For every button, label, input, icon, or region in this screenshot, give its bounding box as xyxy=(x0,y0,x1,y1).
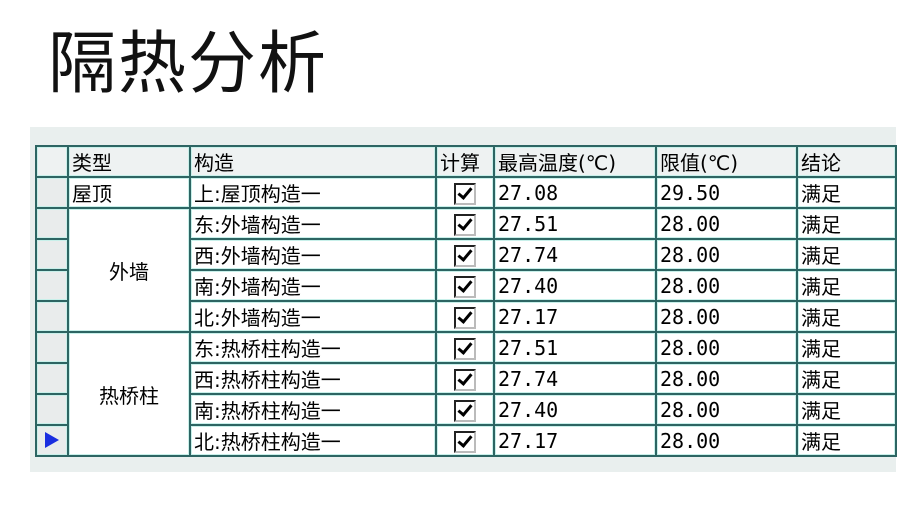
row-selector[interactable] xyxy=(35,393,69,426)
construction-cell[interactable]: 南:外墙构造一 xyxy=(189,269,437,302)
max-temp-cell[interactable]: 27.08 xyxy=(493,176,657,209)
calc-cell[interactable] xyxy=(435,362,495,395)
construction-cell[interactable]: 西:外墙构造一 xyxy=(189,238,437,271)
construction-cell[interactable]: 北:外墙构造一 xyxy=(189,300,437,333)
row-selector[interactable] xyxy=(35,176,69,209)
limit-cell[interactable]: 28.00 xyxy=(655,393,798,426)
limit-cell[interactable]: 28.00 xyxy=(655,207,798,240)
table-row[interactable]: 北:外墙构造一 27.17 28.00 满足 xyxy=(35,300,897,333)
calc-cell[interactable] xyxy=(435,424,495,457)
header-conclusion[interactable]: 结论 xyxy=(796,145,897,178)
row-selector[interactable] xyxy=(35,269,69,302)
construction-cell[interactable]: 南:热桥柱构造一 xyxy=(189,393,437,426)
max-temp-cell[interactable]: 27.51 xyxy=(493,207,657,240)
max-temp-cell[interactable]: 27.74 xyxy=(493,238,657,271)
conclusion-cell[interactable]: 满足 xyxy=(796,238,897,271)
calc-cell[interactable] xyxy=(435,176,495,209)
header-type[interactable]: 类型 xyxy=(67,145,191,178)
row-selector[interactable] xyxy=(35,238,69,271)
row-selector-header xyxy=(35,145,69,178)
row-selector[interactable] xyxy=(35,424,69,457)
conclusion-cell[interactable]: 满足 xyxy=(796,269,897,302)
max-temp-cell[interactable]: 27.74 xyxy=(493,362,657,395)
conclusion-cell[interactable]: 满足 xyxy=(796,362,897,395)
conclusion-cell[interactable]: 满足 xyxy=(796,176,897,209)
calc-cell[interactable] xyxy=(435,238,495,271)
conclusion-cell[interactable]: 满足 xyxy=(796,424,897,457)
calc-checkbox[interactable] xyxy=(454,399,476,422)
limit-cell[interactable]: 28.00 xyxy=(655,424,798,457)
header-limit[interactable]: 限值(℃) xyxy=(655,145,798,178)
table-row[interactable]: 屋顶 上:屋顶构造一 27.08 29.50 满足 xyxy=(35,176,897,209)
header-construction[interactable]: 构造 xyxy=(189,145,437,178)
max-temp-cell[interactable]: 27.40 xyxy=(493,393,657,426)
max-temp-cell[interactable]: 27.51 xyxy=(493,331,657,364)
table-row[interactable]: 西:外墙构造一 27.74 28.00 满足 xyxy=(35,238,897,271)
calc-checkbox[interactable] xyxy=(454,368,476,391)
row-selector[interactable] xyxy=(35,331,69,364)
limit-cell[interactable]: 28.00 xyxy=(655,331,798,364)
calc-checkbox[interactable] xyxy=(454,182,476,205)
construction-cell[interactable]: 西:热桥柱构造一 xyxy=(189,362,437,395)
insulation-analysis-grid: 类型 构造 计算 最高温度(℃) 限值(℃) 结论 屋顶 上:屋顶构造一 27.08… xyxy=(35,145,897,457)
construction-cell[interactable]: 东:热桥柱构造一 xyxy=(189,331,437,364)
calc-checkbox[interactable] xyxy=(454,306,476,329)
table-row[interactable]: 南:外墙构造一 27.40 28.00 满足 xyxy=(35,269,897,302)
table-row[interactable]: 热桥柱 东:热桥柱构造一 27.51 28.00 满足 xyxy=(35,331,897,457)
conclusion-cell[interactable]: 满足 xyxy=(796,207,897,240)
limit-cell[interactable]: 29.50 xyxy=(655,176,798,209)
max-temp-cell[interactable]: 27.40 xyxy=(493,269,657,302)
table-row[interactable]: 南:热桥柱构造一 27.40 28.00 满足 xyxy=(35,393,897,426)
calc-checkbox[interactable] xyxy=(454,244,476,267)
limit-cell[interactable]: 28.00 xyxy=(655,300,798,333)
limit-cell[interactable]: 28.00 xyxy=(655,269,798,302)
table-row[interactable]: 北:热桥柱构造一 27.17 28.00 满足 xyxy=(35,424,897,457)
row-selector[interactable] xyxy=(35,362,69,395)
limit-cell[interactable]: 28.00 xyxy=(655,362,798,395)
construction-cell[interactable]: 北:热桥柱构造一 xyxy=(189,424,437,457)
type-cell[interactable]: 屋顶 xyxy=(67,176,191,209)
calc-cell[interactable] xyxy=(435,300,495,333)
arrow-right-icon xyxy=(45,431,59,448)
max-temp-cell[interactable]: 27.17 xyxy=(493,424,657,457)
calc-cell[interactable] xyxy=(435,331,495,364)
header-max-temp[interactable]: 最高温度(℃) xyxy=(493,145,657,178)
limit-cell[interactable]: 28.00 xyxy=(655,238,798,271)
conclusion-cell[interactable]: 满足 xyxy=(796,393,897,426)
row-selector[interactable] xyxy=(35,207,69,240)
conclusion-cell[interactable]: 满足 xyxy=(796,331,897,364)
type-cell[interactable]: 外墙 xyxy=(67,207,191,333)
type-cell[interactable]: 热桥柱 xyxy=(67,331,191,457)
row-selector[interactable] xyxy=(35,300,69,333)
construction-cell[interactable]: 东:外墙构造一 xyxy=(189,207,437,240)
calc-checkbox[interactable] xyxy=(454,430,476,453)
calc-checkbox[interactable] xyxy=(454,213,476,236)
max-temp-cell[interactable]: 27.17 xyxy=(493,300,657,333)
calc-checkbox[interactable] xyxy=(454,275,476,298)
table-row[interactable]: 西:热桥柱构造一 27.74 28.00 满足 xyxy=(35,362,897,395)
construction-cell[interactable]: 上:屋顶构造一 xyxy=(189,176,437,209)
header-row: 类型 构造 计算 最高温度(℃) 限值(℃) 结论 xyxy=(35,145,897,178)
page-title: 隔热分析 xyxy=(48,25,329,104)
calc-cell[interactable] xyxy=(435,269,495,302)
conclusion-cell[interactable]: 满足 xyxy=(796,300,897,333)
table-row[interactable]: 外墙 东:外墙构造一 27.51 28.00 满足 xyxy=(35,207,897,333)
calc-cell[interactable] xyxy=(435,207,495,240)
calc-cell[interactable] xyxy=(435,393,495,426)
calc-checkbox[interactable] xyxy=(454,337,476,360)
header-calc[interactable]: 计算 xyxy=(435,145,495,178)
